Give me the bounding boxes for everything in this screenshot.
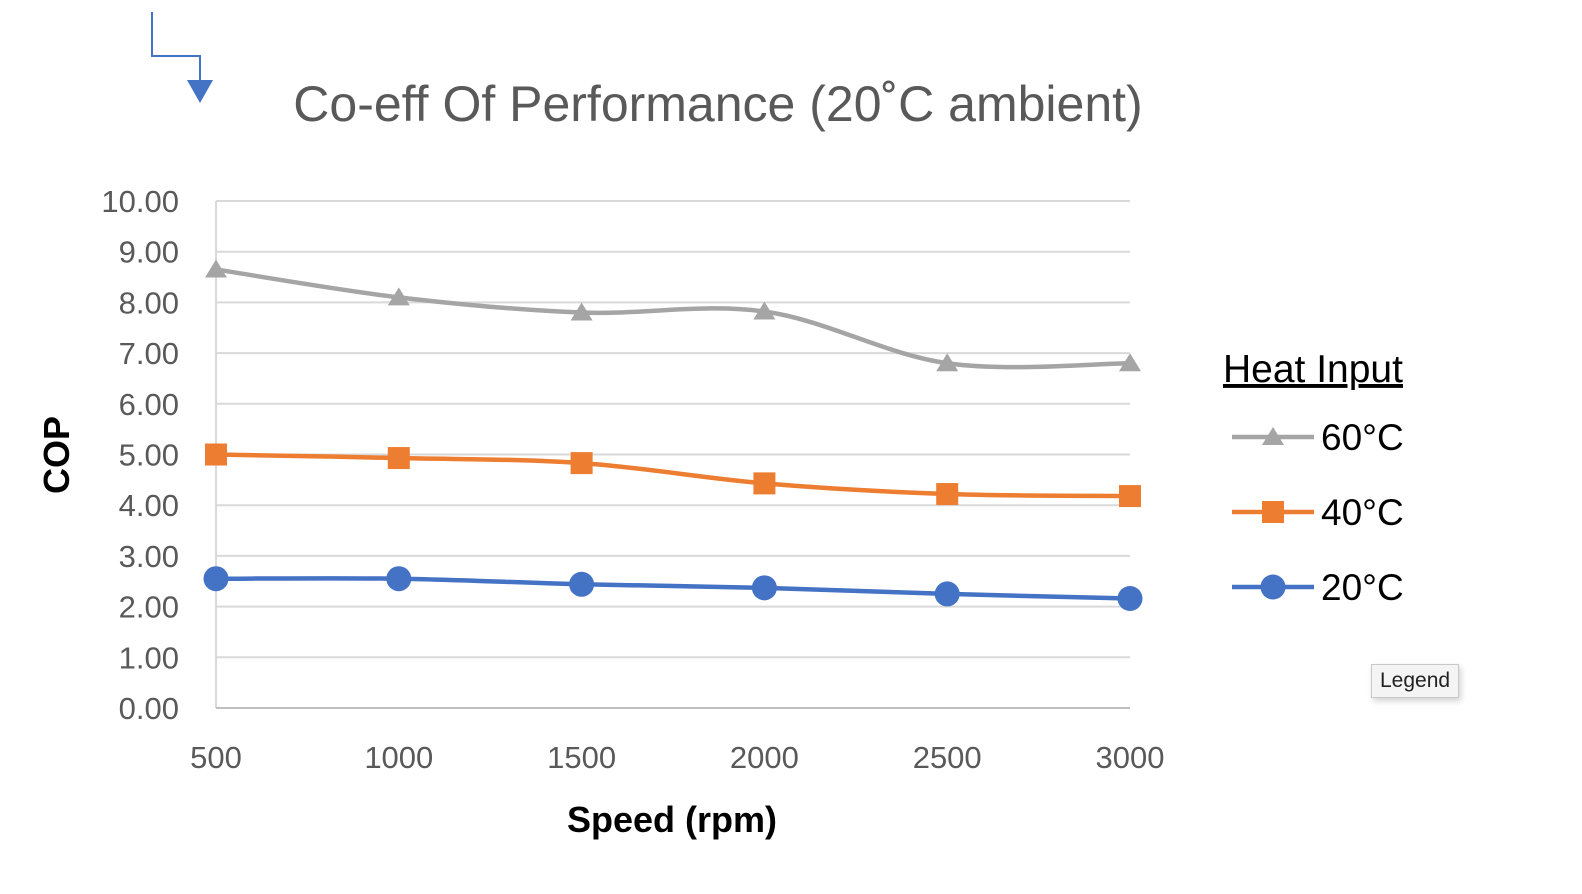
y-tick-label: 6.00 <box>119 387 179 422</box>
series-line[interactable] <box>213 576 1133 601</box>
data-point[interactable] <box>936 353 959 372</box>
legend-label: 20°C <box>1321 567 1404 608</box>
data-point[interactable] <box>1119 485 1141 508</box>
legend-label: 60°C <box>1321 417 1404 458</box>
chart-title: Co-eff Of Performance (20˚C ambient) <box>293 76 1142 132</box>
data-point[interactable] <box>387 287 410 306</box>
data-point[interactable] <box>387 447 410 470</box>
data-point[interactable] <box>1119 353 1141 372</box>
y-tick-label: 0.00 <box>119 691 179 726</box>
x-tick-label: 3000 <box>1096 740 1165 775</box>
legend-title: Heat Input <box>1223 348 1403 391</box>
x-axis-title: Speed (rpm) <box>567 799 777 840</box>
y-tick-label: 7.00 <box>119 336 179 371</box>
data-point[interactable] <box>203 566 229 592</box>
data-point[interactable] <box>1117 585 1143 611</box>
legend-marker <box>1262 501 1284 523</box>
y-tick-label: 1.00 <box>119 640 179 675</box>
x-tick-label: 2500 <box>913 740 982 775</box>
y-tick-label: 3.00 <box>119 539 179 574</box>
legend-label: 40°C <box>1321 492 1404 533</box>
data-point[interactable] <box>205 259 227 278</box>
y-tick-label: 5.00 <box>119 438 179 473</box>
data-point[interactable] <box>753 472 776 495</box>
data-point[interactable] <box>205 443 227 466</box>
x-axis-ticks: 500 1000 1500 2000 2500 3000 <box>190 740 1164 775</box>
gridlines <box>216 200 1130 659</box>
legend-item[interactable]: 60°C <box>1232 417 1404 458</box>
data-point[interactable] <box>386 566 412 592</box>
y-tick-label: 2.00 <box>119 590 179 625</box>
y-axis-title: COP <box>36 416 77 494</box>
y-tick-label: 9.00 <box>119 235 179 270</box>
x-tick-label: 1500 <box>547 740 616 775</box>
data-point[interactable] <box>751 575 777 601</box>
series-line[interactable] <box>213 267 1133 370</box>
series-0 <box>205 259 1141 372</box>
legend-tooltip: Legend <box>1371 664 1460 698</box>
data-point[interactable] <box>753 301 776 320</box>
x-tick-label: 500 <box>190 740 242 775</box>
data-point[interactable] <box>570 452 593 475</box>
series-2 <box>203 566 1143 611</box>
data-point[interactable] <box>570 302 593 321</box>
y-axis-ticks: 0.00 1.00 2.00 3.00 4.00 5.00 6.00 7.00 8.00 9.00… <box>101 184 179 726</box>
data-point[interactable] <box>936 483 959 506</box>
legend-marker <box>1262 427 1284 445</box>
legend-marker <box>1260 574 1286 600</box>
x-tick-label: 2000 <box>730 740 799 775</box>
y-tick-label: 8.00 <box>119 285 179 320</box>
series-layer <box>203 259 1143 611</box>
y-tick-label: 4.00 <box>119 488 179 523</box>
data-point[interactable] <box>934 581 960 607</box>
elbow-arrow-icon <box>151 12 213 103</box>
series-1 <box>205 443 1141 508</box>
legend[interactable]: Heat Input 60°C 40°C 20°C <box>1223 348 1404 608</box>
series-line[interactable] <box>213 452 1133 499</box>
data-point[interactable] <box>569 571 595 597</box>
y-tick-label: 10.00 <box>101 184 179 219</box>
x-tick-label: 1000 <box>364 740 433 775</box>
legend-item[interactable]: 20°C <box>1232 567 1404 608</box>
legend-item[interactable]: 40°C <box>1232 492 1404 533</box>
